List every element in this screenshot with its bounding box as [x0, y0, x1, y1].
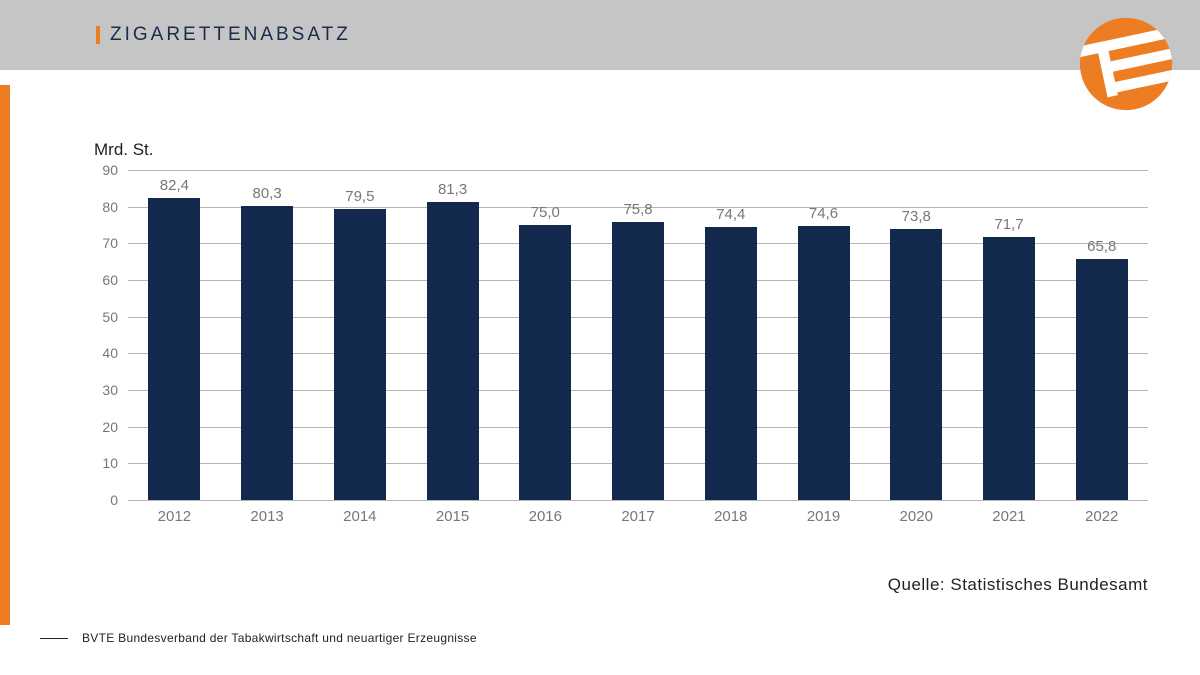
bar-value-label: 74,4 [716, 206, 745, 223]
bar-slot: 82,4 [128, 170, 221, 500]
brand-logo-icon [1078, 16, 1174, 112]
bar [612, 222, 664, 500]
bar-value-label: 82,4 [160, 177, 189, 194]
bar-slot: 73,8 [870, 170, 963, 500]
bar-value-label: 71,7 [994, 216, 1023, 233]
y-tick-label: 50 [78, 309, 118, 325]
header-bar: ZIGARETTENABSATZ [0, 0, 1200, 70]
x-tick-label: 2015 [406, 508, 499, 525]
bar-slot: 65,8 [1055, 170, 1148, 500]
bar-value-label: 81,3 [438, 181, 467, 198]
x-tick-label: 2019 [777, 508, 870, 525]
x-tick-label: 2016 [499, 508, 592, 525]
y-tick-label: 10 [78, 455, 118, 471]
bar-slot: 81,3 [406, 170, 499, 500]
x-tick-label: 2018 [684, 508, 777, 525]
y-tick-label: 30 [78, 382, 118, 398]
bar-value-label: 75,0 [531, 204, 560, 221]
bar [427, 202, 479, 500]
bar [890, 229, 942, 500]
bar [1076, 259, 1128, 500]
bar-value-label: 75,8 [623, 201, 652, 218]
bar-slot: 75,8 [592, 170, 685, 500]
bar [241, 206, 293, 500]
y-tick-label: 40 [78, 345, 118, 361]
bar-value-label: 80,3 [253, 185, 282, 202]
x-tick-label: 2021 [963, 508, 1056, 525]
bar-slot: 74,6 [777, 170, 870, 500]
title-accent-tick [96, 26, 100, 44]
footer: BVTE Bundesverband der Tabakwirtschaft u… [40, 631, 477, 645]
side-accent-stripe [0, 85, 10, 625]
bar-value-label: 79,5 [345, 188, 374, 205]
y-tick-label: 80 [78, 199, 118, 215]
x-tick-label: 2017 [592, 508, 685, 525]
bar-value-label: 73,8 [902, 208, 931, 225]
bar-value-label: 65,8 [1087, 238, 1116, 255]
grid-line [128, 500, 1148, 501]
x-tick-label: 2012 [128, 508, 221, 525]
y-axis-unit: Mrd. St. [94, 140, 154, 160]
bars-container: 82,4 80,3 79,5 81,3 75,0 75,8 74,4 74,6 73,8 71,7… [128, 170, 1148, 500]
bar [334, 209, 386, 501]
bar [705, 227, 757, 500]
bar-slot: 74,4 [684, 170, 777, 500]
x-tick-label: 2014 [313, 508, 406, 525]
plot-area: 0102030405060708090 82,480,379,581,375,0… [128, 170, 1148, 500]
x-tick-label: 2013 [221, 508, 314, 525]
x-axis-labels: 2012201320142015201620172018201920202021… [128, 508, 1148, 525]
bar [148, 198, 200, 500]
page-title: ZIGARETTENABSATZ [110, 24, 351, 46]
y-tick-label: 20 [78, 419, 118, 435]
footer-text: BVTE Bundesverband der Tabakwirtschaft u… [82, 631, 477, 645]
bar-value-label: 74,6 [809, 205, 838, 222]
bar-chart: Mrd. St. 0102030405060708090 82,480,379,… [84, 140, 1154, 580]
bar [519, 225, 571, 500]
x-tick-label: 2020 [870, 508, 963, 525]
x-tick-label: 2022 [1055, 508, 1148, 525]
bar-slot: 71,7 [963, 170, 1056, 500]
chart-source: Quelle: Statistisches Bundesamt [888, 575, 1148, 595]
bar-slot: 75,0 [499, 170, 592, 500]
bar [798, 226, 850, 500]
y-tick-label: 90 [78, 162, 118, 178]
y-tick-label: 60 [78, 272, 118, 288]
bar [983, 237, 1035, 500]
bar-slot: 79,5 [313, 170, 406, 500]
bar-slot: 80,3 [221, 170, 314, 500]
y-tick-label: 0 [78, 492, 118, 508]
y-tick-label: 70 [78, 235, 118, 251]
footer-line-icon [40, 638, 68, 639]
